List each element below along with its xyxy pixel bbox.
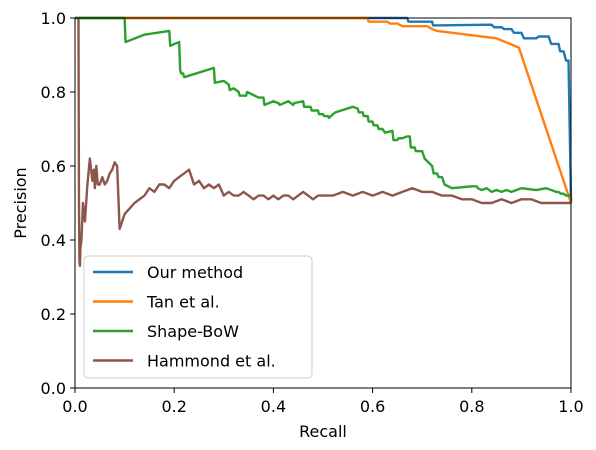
y-tick-label: 0.8 (41, 83, 66, 102)
series-line-3 (77, 17, 571, 268)
x-tick-label: 1.0 (558, 397, 583, 416)
y-tick-label: 0.6 (41, 157, 66, 176)
x-axis-title: Recall (299, 422, 347, 441)
x-tick-label: 0.8 (459, 397, 484, 416)
series-line-2 (75, 16, 571, 197)
y-tick-label: 0.4 (41, 231, 66, 250)
series-lines (75, 16, 573, 268)
legend: Our method Tan et al. Shape-BoW Hammond et … (83, 255, 313, 379)
x-tick-label: 0.6 (360, 397, 385, 416)
legend-label: Hammond et al. (147, 352, 276, 371)
y-tick-label: 0.2 (41, 305, 66, 324)
y-axis-title: Precision (11, 167, 30, 238)
series-line-1 (75, 16, 573, 204)
x-tick-label: 0.4 (261, 397, 286, 416)
plot-frame (74, 17, 572, 389)
x-tick-label: 0.0 (62, 397, 87, 416)
series-line-0 (75, 16, 573, 204)
y-tick-label: 0.0 (41, 379, 66, 398)
legend-label: Shape-BoW (147, 322, 239, 341)
legend-label: Our method (147, 263, 243, 282)
legend-box (83, 255, 313, 379)
ticks-layer: 0.0 0.2 0.4 0.6 0.8 1.0 0.0 0.2 0.4 0.6 0.8 1.0 (41, 9, 584, 416)
x-tick-label: 0.2 (161, 397, 186, 416)
legend-label: Tan et al. (146, 293, 220, 312)
y-tick-label: 1.0 (41, 9, 66, 28)
series-layer (75, 16, 573, 268)
